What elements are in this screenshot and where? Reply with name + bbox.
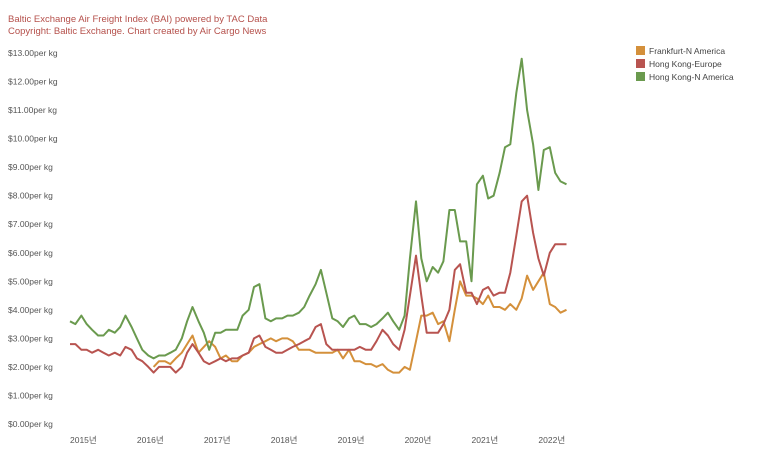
y-tick-label: $10.00per kg	[8, 134, 58, 144]
y-tick-label: $2.00per kg	[8, 362, 53, 372]
y-axis: $0.00per kg $1.00per kg $2.00per kg $3.00pe…	[8, 48, 58, 429]
legend-item: Hong Kong-N America	[636, 70, 734, 83]
legend-swatch	[636, 72, 645, 81]
series-line-hong-kong-europe	[70, 194, 567, 374]
x-tick-label: 2019년	[338, 435, 365, 445]
y-tick-label: $11.00per kg	[8, 105, 57, 115]
y-tick-label: $7.00per kg	[8, 219, 53, 229]
x-tick-label: 2022년	[538, 435, 565, 445]
x-axis: 2015년 2016년 2017년 2018년 2019년 2020년 2021년 2022년	[70, 435, 565, 445]
x-tick-label: 2018년	[271, 435, 298, 445]
y-tick-label: $0.00per kg	[8, 419, 53, 429]
y-tick-label: $4.00per kg	[8, 305, 53, 315]
x-tick-label: 2021년	[472, 435, 499, 445]
x-tick-label: 2017년	[204, 435, 231, 445]
y-tick-label: $12.00per kg	[8, 77, 58, 87]
legend-item: Frankfurt-N America	[636, 44, 734, 57]
y-tick-label: $6.00per kg	[8, 248, 53, 258]
series-line-hong-kong-n-america	[69, 57, 567, 360]
legend-label: Frankfurt-N America	[649, 45, 726, 56]
y-tick-label: $1.00per kg	[8, 390, 53, 400]
y-tick-label: $3.00per kg	[8, 333, 53, 343]
legend-label: Hong Kong-Europe	[649, 58, 722, 69]
x-tick-label: 2020년	[405, 435, 432, 445]
y-tick-label: $5.00per kg	[8, 276, 53, 286]
chart-title: Baltic Exchange Air Freight Index (BAI) …	[8, 14, 268, 25]
x-tick-label: 2015년	[70, 435, 97, 445]
series-line-frankfurt-n-america	[152, 271, 567, 374]
legend-label: Hong Kong-N America	[649, 71, 734, 82]
chart-legend: Frankfurt-N America Hong Kong-Europe Hong …	[636, 44, 734, 83]
y-tick-label: $9.00per kg	[8, 162, 53, 172]
series-lines	[69, 57, 567, 374]
chart-copyright: Copyright: Baltic Exchange. Chart create…	[8, 26, 267, 37]
y-tick-label: $8.00per kg	[8, 191, 53, 201]
legend-item: Hong Kong-Europe	[636, 57, 734, 70]
chart-header: Baltic Exchange Air Freight Index (BAI) …	[8, 14, 267, 38]
legend-swatch	[636, 59, 645, 68]
y-tick-label: $13.00per kg	[8, 48, 58, 58]
legend-swatch	[636, 46, 645, 55]
x-tick-label: 2016년	[137, 435, 164, 445]
